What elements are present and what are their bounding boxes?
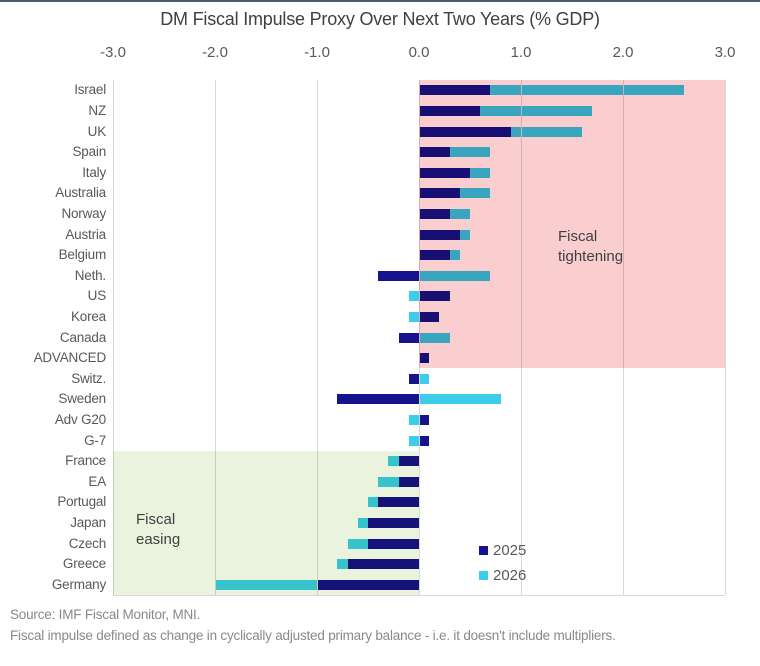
category-label-greece: Greece [62,556,106,572]
x-tick-label-3.0: 3.0 [714,44,736,61]
category-label-g-7: G-7 [84,432,106,448]
category-label-portugal: Portugal [57,494,106,510]
category-label-neth-: Neth. [74,267,106,283]
category-label-czech: Czech [68,535,106,551]
source-note: Source: IMF Fiscal Monitor, MNI. [10,607,201,622]
category-label-us: US [87,288,107,304]
category-label-norway: Norway [61,205,106,221]
bar-2025-switz- [408,373,419,384]
bar-2026-switz- [419,373,430,384]
chart-title: DM Fiscal Impulse Proxy Over Next Two Ye… [160,9,600,29]
bar-2025-g-7 [419,435,430,446]
category-label-germany: Germany [51,576,106,592]
category-label-nz: NZ [88,102,106,118]
category-label-spain: Spain [72,144,106,160]
category-label-italy: Italy [82,164,106,180]
legend-label-2025: 2025 [493,542,527,559]
category-label-belgium: Belgium [58,247,107,263]
category-label-ea: EA [88,473,106,489]
category-label-israel: Israel [74,82,106,98]
gridline--3.0 [113,80,114,595]
x-tick-label--2.0: -2.0 [202,44,228,61]
category-label-france: France [65,453,106,469]
x-tick-label--1.0: -1.0 [304,44,330,61]
legend: 2025 2026 [479,538,526,588]
fiscal-easing-label: Fiscal easing [136,511,181,548]
category-label-japan: Japan [70,514,106,530]
legend-swatch-2026 [479,571,488,580]
bar-2025-adv-g20 [419,414,430,425]
fiscal-tightening-label: Fiscal tightening [558,228,624,265]
category-label-adv-g20: Adv G20 [54,411,106,427]
x-tick-label--3.0: -3.0 [100,44,126,61]
category-label-korea: Korea [70,308,106,324]
definition-note: Fiscal impulse defined as change in cycl… [10,628,616,643]
category-label-uk: UK [87,123,107,139]
category-label-advanced: ADVANCED [33,350,107,366]
x-axis-line [113,595,725,596]
x-tick-label-2.0: 2.0 [612,44,634,61]
fiscal-easing-region [113,450,419,595]
bar-2025-neth- [378,270,419,281]
category-label-austria: Austria [65,226,106,242]
category-label-canada: Canada [59,329,106,345]
x-tick-label-1.0: 1.0 [510,44,532,61]
top-accent-bar [0,0,760,2]
bar-2025-sweden [337,394,419,405]
chart-footer: Source: IMF Fiscal Monitor, MNI. Fiscal … [10,604,754,646]
category-label-australia: Australia [55,185,106,201]
legend-item-2026: 2026 [479,563,526,588]
x-tick-label-0.0: 0.0 [408,44,430,61]
gridline--1.0 [317,80,318,595]
bar-2026-sweden [419,394,501,405]
fiscal-tightening-region [419,80,725,369]
category-label-switz-: Switz. [71,370,106,386]
bar-2026-g-7 [408,435,419,446]
bar-2025-canada [398,332,419,343]
bar-2026-korea [408,311,419,322]
legend-label-2026: 2026 [493,567,527,584]
gridline-3.0 [725,80,726,595]
category-label-sweden: Sweden [58,391,106,407]
legend-item-2025: 2025 [479,538,526,563]
legend-swatch-2025 [479,546,488,555]
gridline--2.0 [215,80,216,595]
bar-2026-adv-g20 [408,414,419,425]
bar-2026-us [408,291,419,302]
